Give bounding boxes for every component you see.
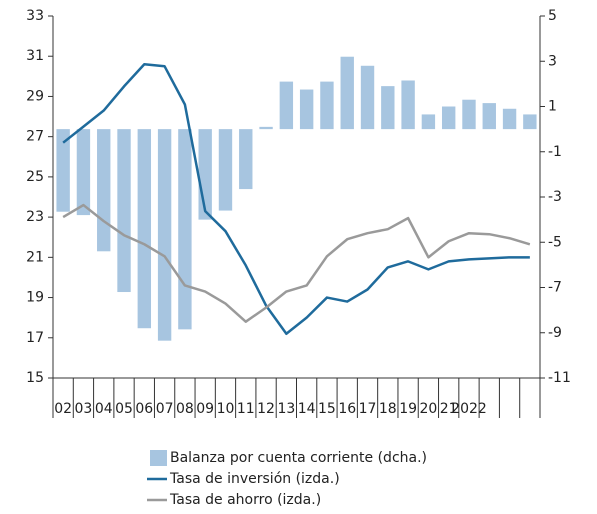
x-tick-label: 13 — [277, 401, 295, 417]
bar — [279, 81, 294, 130]
bar — [137, 129, 152, 329]
bar — [462, 99, 476, 130]
bar — [117, 129, 131, 293]
bar — [401, 80, 415, 130]
y2-tick-label: -7 — [548, 280, 562, 296]
bar — [360, 65, 375, 130]
bar — [320, 81, 334, 130]
x-tick-label: 04 — [95, 401, 113, 417]
x-tick-label: 20 — [419, 401, 437, 417]
x-tick-label: 15 — [318, 401, 336, 417]
line-series — [62, 203, 531, 323]
x-tick-label: 10 — [217, 401, 235, 417]
bar — [523, 114, 537, 130]
x-tick-label: 07 — [156, 401, 174, 417]
x-tick-label: 09 — [196, 401, 214, 417]
y-tick-label: 29 — [26, 88, 44, 104]
bar — [218, 129, 233, 211]
y-tick-label: 21 — [26, 249, 44, 265]
bar — [340, 56, 354, 130]
line-series — [62, 63, 530, 336]
bar — [76, 129, 91, 216]
x-tick-label: 19 — [399, 401, 417, 417]
y2-tick-label: -11 — [548, 370, 571, 386]
x-tick-label: 21 — [440, 401, 458, 417]
x-tick-label: 2022 — [451, 401, 487, 417]
x-tick-label: 08 — [176, 401, 194, 417]
y2-tick-label: -3 — [548, 189, 562, 205]
y2-tick-label: -1 — [548, 144, 562, 160]
bar — [239, 129, 253, 190]
y-tick-label: 33 — [26, 8, 44, 24]
y-tick-label: 15 — [26, 370, 44, 386]
legend-label: Tasa de ahorro (izda.) — [169, 492, 321, 508]
x-tick-label: 18 — [379, 401, 397, 417]
bar — [97, 129, 111, 252]
bar — [502, 108, 517, 130]
y2-tick-label: -9 — [548, 325, 562, 341]
x-tick-label: 17 — [359, 401, 377, 417]
bar — [421, 114, 436, 130]
x-tick-label: 11 — [237, 401, 255, 417]
legend-swatch — [150, 450, 167, 466]
y-tick-label: 23 — [26, 209, 44, 225]
bar — [299, 89, 314, 130]
bar — [178, 129, 192, 330]
bar — [441, 106, 456, 130]
bar — [482, 103, 496, 130]
x-tick-label: 05 — [115, 401, 133, 417]
y-tick-label: 17 — [26, 330, 44, 346]
y2-tick-label: 1 — [548, 99, 557, 115]
y2-tick-label: 3 — [548, 53, 557, 69]
bar — [157, 129, 172, 341]
x-tick-label: 16 — [338, 401, 356, 417]
bar — [56, 129, 70, 212]
y-tick-label: 25 — [26, 169, 44, 185]
y2-tick-label: 5 — [548, 8, 557, 24]
y-tick-label: 31 — [26, 48, 44, 64]
x-tick-label: 14 — [298, 401, 316, 417]
bar — [381, 86, 395, 130]
x-tick-label: 12 — [257, 401, 275, 417]
x-tick-label: 06 — [135, 401, 153, 417]
y-tick-label: 19 — [26, 290, 44, 306]
legend-label: Tasa de inversión (izda.) — [169, 471, 340, 487]
legend-label: Balanza por cuenta corriente (dcha.) — [170, 450, 427, 466]
y-tick-label: 27 — [26, 129, 44, 145]
y2-tick-label: -5 — [548, 234, 562, 250]
bar — [259, 126, 273, 130]
x-tick-label: 03 — [75, 401, 93, 417]
x-tick-label: 02 — [54, 401, 72, 417]
